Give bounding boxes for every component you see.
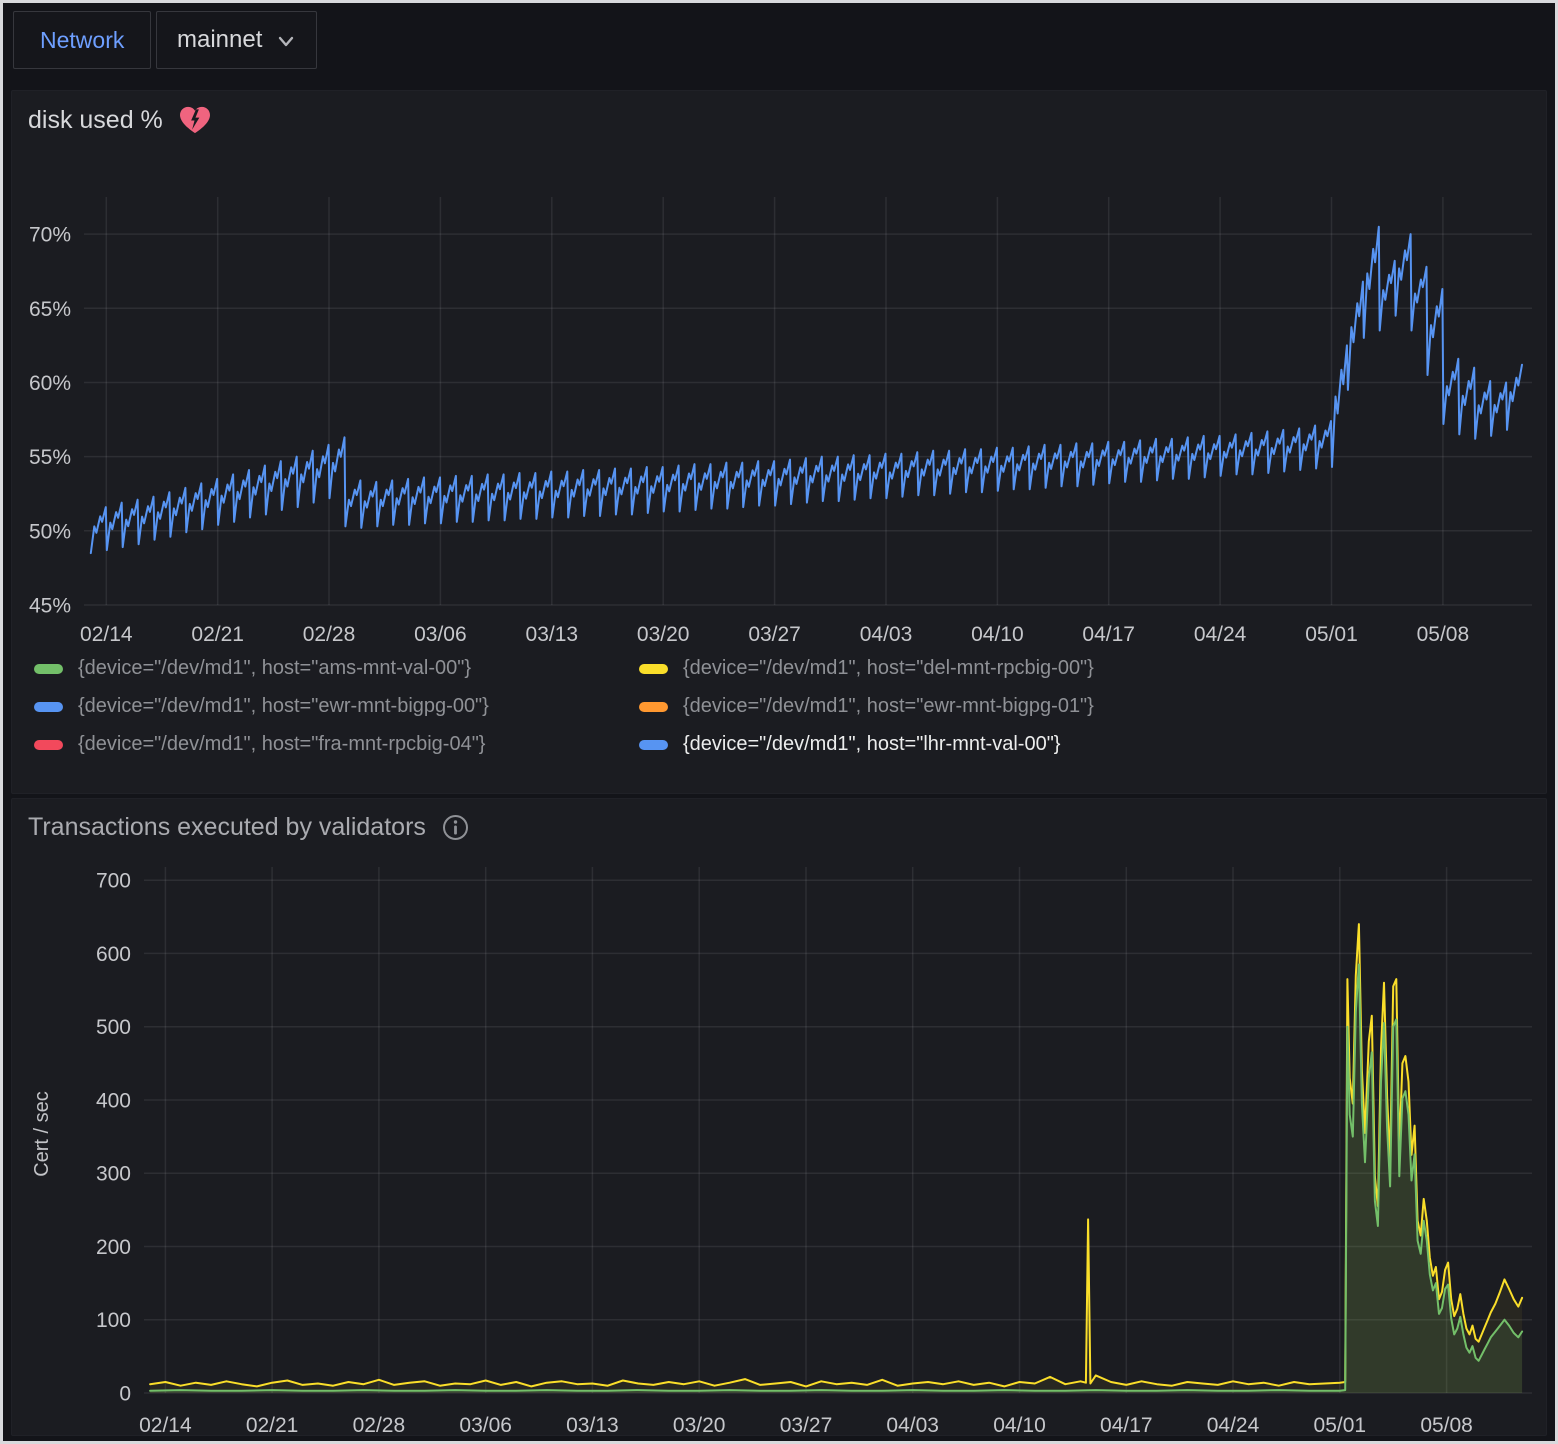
svg-text:70%: 70% <box>29 224 71 247</box>
svg-text:03/27: 03/27 <box>780 1414 833 1436</box>
legend-item[interactable]: {device="/dev/md1", host="lhr-mnt-val-00… <box>639 733 1060 756</box>
svg-text:200: 200 <box>96 1236 131 1259</box>
legend-item[interactable]: {device="/dev/md1", host="ewr-mnt-bigpg-… <box>639 695 1094 718</box>
panel1-title: disk used % <box>28 106 163 135</box>
svg-text:04/03: 04/03 <box>886 1414 939 1436</box>
legend-item[interactable]: {device="/dev/md1", host="fra-mnt-rpcbig… <box>34 733 639 756</box>
svg-text:0: 0 <box>119 1383 131 1406</box>
grafana-dashboard: Network mainnet disk used % 45% 50% 55% 60%… <box>3 3 1555 1441</box>
svg-text:02/14: 02/14 <box>80 623 133 646</box>
legend-label: {device="/dev/md1", host="ewr-mnt-bigpg-… <box>683 695 1094 718</box>
svg-text:700: 700 <box>96 870 131 893</box>
legend-row: {device="/dev/md1", host="fra-mnt-rpcbig… <box>34 733 1094 756</box>
svg-text:50%: 50% <box>29 520 71 543</box>
legend-swatch-icon <box>639 702 668 712</box>
legend-item[interactable]: {device="/dev/md1", host="ams-mnt-val-00… <box>34 657 639 680</box>
broken-heart-icon <box>179 105 211 135</box>
svg-text:05/08: 05/08 <box>1417 623 1470 646</box>
svg-text:04/10: 04/10 <box>971 623 1024 646</box>
svg-text:05/01: 05/01 <box>1314 1414 1367 1436</box>
svg-text:400: 400 <box>96 1090 131 1113</box>
panel-transactions: Transactions executed by validators Cert… <box>11 798 1547 1436</box>
svg-text:03/20: 03/20 <box>673 1414 726 1436</box>
svg-text:04/24: 04/24 <box>1207 1414 1260 1436</box>
svg-text:02/28: 02/28 <box>303 623 356 646</box>
network-value-text: mainnet <box>177 26 262 54</box>
legend-item[interactable]: {device="/dev/md1", host="ewr-mnt-bigpg-… <box>34 695 639 718</box>
legend-swatch-icon <box>34 702 63 712</box>
legend-row: {device="/dev/md1", host="ams-mnt-val-00… <box>34 657 1094 680</box>
svg-text:03/13: 03/13 <box>526 623 579 646</box>
svg-text:45%: 45% <box>29 595 71 618</box>
svg-text:03/06: 03/06 <box>459 1414 512 1436</box>
svg-text:03/27: 03/27 <box>748 623 801 646</box>
svg-text:04/03: 04/03 <box>860 623 913 646</box>
chevron-down-icon <box>276 35 296 49</box>
legend-swatch-icon <box>639 664 668 674</box>
svg-text:03/20: 03/20 <box>637 623 690 646</box>
legend-swatch-icon <box>34 664 63 674</box>
legend-swatch-icon <box>639 740 668 750</box>
network-variable-label: Network <box>13 11 151 69</box>
panel2-title: Transactions executed by validators <box>28 813 426 842</box>
legend-item[interactable]: {device="/dev/md1", host="del-mnt-rpcbig… <box>639 657 1094 680</box>
legend-label: {device="/dev/md1", host="fra-mnt-rpcbig… <box>78 733 486 756</box>
svg-text:04/24: 04/24 <box>1194 623 1247 646</box>
legend-label: {device="/dev/md1", host="ams-mnt-val-00… <box>78 657 471 680</box>
svg-text:02/14: 02/14 <box>139 1414 192 1436</box>
svg-text:60%: 60% <box>29 372 71 395</box>
svg-text:05/08: 05/08 <box>1420 1414 1473 1436</box>
svg-text:55%: 55% <box>29 446 71 469</box>
network-variable-dropdown[interactable]: mainnet <box>156 11 317 69</box>
network-label-text: Network <box>40 27 124 54</box>
svg-text:65%: 65% <box>29 298 71 321</box>
svg-text:03/06: 03/06 <box>414 623 467 646</box>
disk-used-legend: {device="/dev/md1", host="ams-mnt-val-00… <box>34 657 1094 756</box>
legend-label: {device="/dev/md1", host="del-mnt-rpcbig… <box>683 657 1094 680</box>
svg-text:05/01: 05/01 <box>1305 623 1358 646</box>
svg-text:04/10: 04/10 <box>993 1414 1046 1436</box>
disk-used-chart[interactable]: 45% 50% 55% 60% 65% 70% 02/14 02/21 02/28 03/06 03… <box>12 161 1546 681</box>
svg-text:02/21: 02/21 <box>191 623 244 646</box>
info-circle-icon[interactable] <box>442 814 469 841</box>
svg-text:500: 500 <box>96 1016 131 1039</box>
svg-text:03/13: 03/13 <box>566 1414 619 1436</box>
panel1-header[interactable]: disk used % <box>28 105 211 135</box>
svg-text:04/17: 04/17 <box>1100 1414 1153 1436</box>
transactions-chart[interactable]: 0 100 200 300 400 500 600 700 02/14 02/21 02/28 03/… <box>12 857 1546 1436</box>
svg-text:600: 600 <box>96 943 131 966</box>
legend-label: {device="/dev/md1", host="ewr-mnt-bigpg-… <box>78 695 489 718</box>
legend-row: {device="/dev/md1", host="ewr-mnt-bigpg-… <box>34 695 1094 718</box>
svg-text:100: 100 <box>96 1309 131 1332</box>
panel2-header[interactable]: Transactions executed by validators <box>28 813 469 842</box>
svg-text:04/17: 04/17 <box>1082 623 1135 646</box>
svg-text:300: 300 <box>96 1163 131 1186</box>
svg-text:02/21: 02/21 <box>246 1414 299 1436</box>
legend-label: {device="/dev/md1", host="lhr-mnt-val-00… <box>683 733 1060 756</box>
panel-disk-used: disk used % 45% 50% 55% 60% 65% 70% 02/14 02/21… <box>11 90 1547 794</box>
legend-swatch-icon <box>34 740 63 750</box>
svg-text:02/28: 02/28 <box>353 1414 406 1436</box>
